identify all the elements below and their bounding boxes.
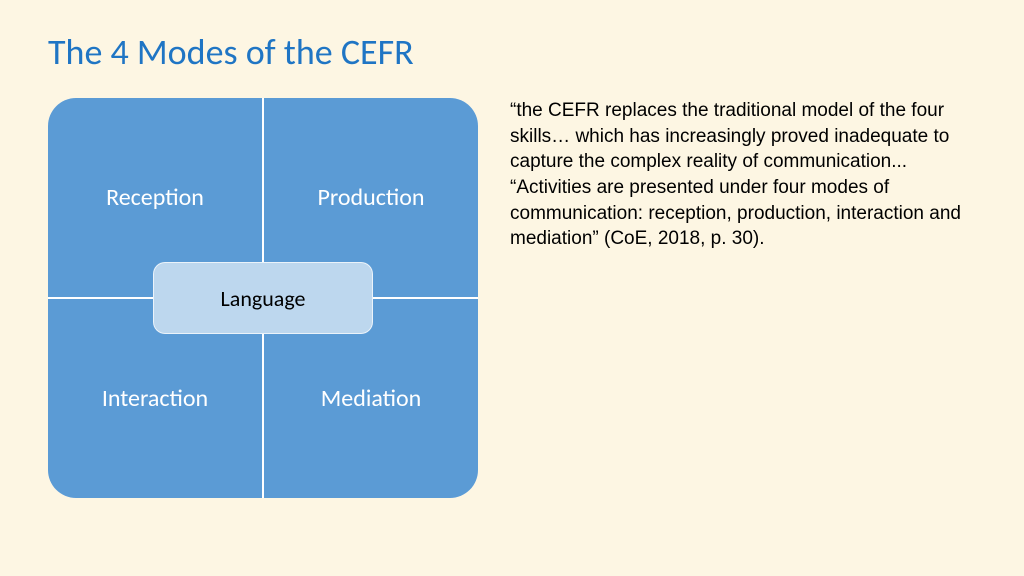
cell-label: Mediation [321, 384, 422, 413]
content-row: Reception Production Interaction Mediati… [48, 98, 976, 498]
slide: The 4 Modes of the CEFR Reception Produc… [0, 0, 1024, 576]
body-text: “the CEFR replaces the traditional model… [510, 98, 976, 498]
body-paragraph: “the CEFR replaces the traditional model… [510, 98, 976, 175]
center-box-language: Language [153, 262, 373, 334]
cell-label: Interaction [102, 384, 208, 413]
body-paragraph: “Activities are presented under four mod… [510, 175, 976, 252]
slide-title: The 4 Modes of the CEFR [48, 30, 976, 74]
cell-label: Reception [106, 183, 204, 212]
cell-label: Production [317, 183, 424, 212]
four-modes-diagram: Reception Production Interaction Mediati… [48, 98, 478, 498]
center-label: Language [221, 285, 306, 312]
